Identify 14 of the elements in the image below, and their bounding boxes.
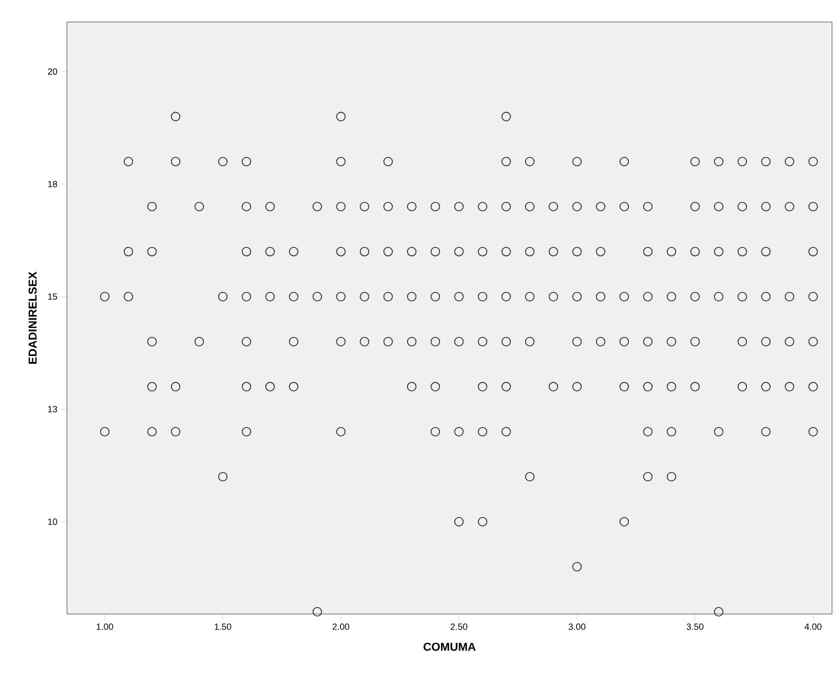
x-tick-label: 2.50: [450, 624, 468, 630]
y-tick-label: 15: [48, 293, 58, 300]
x-axis-title: COMUMA: [424, 642, 476, 651]
x-tick-label: 2.00: [332, 624, 350, 630]
y-tick-label: 13: [48, 406, 58, 412]
y-tick-label: 20: [48, 68, 58, 75]
x-tick-label: 1.00: [96, 624, 114, 630]
x-tick-label: 3.00: [568, 624, 586, 630]
y-axis-title: EDADINIRELSEX: [28, 272, 37, 364]
x-tick-label: 4.00: [804, 624, 822, 630]
y-tick-label: 10: [48, 518, 58, 525]
x-tick-label: 3.50: [686, 624, 704, 630]
y-tick-label: 18: [48, 180, 58, 188]
x-tick-label: 1.50: [214, 624, 232, 630]
